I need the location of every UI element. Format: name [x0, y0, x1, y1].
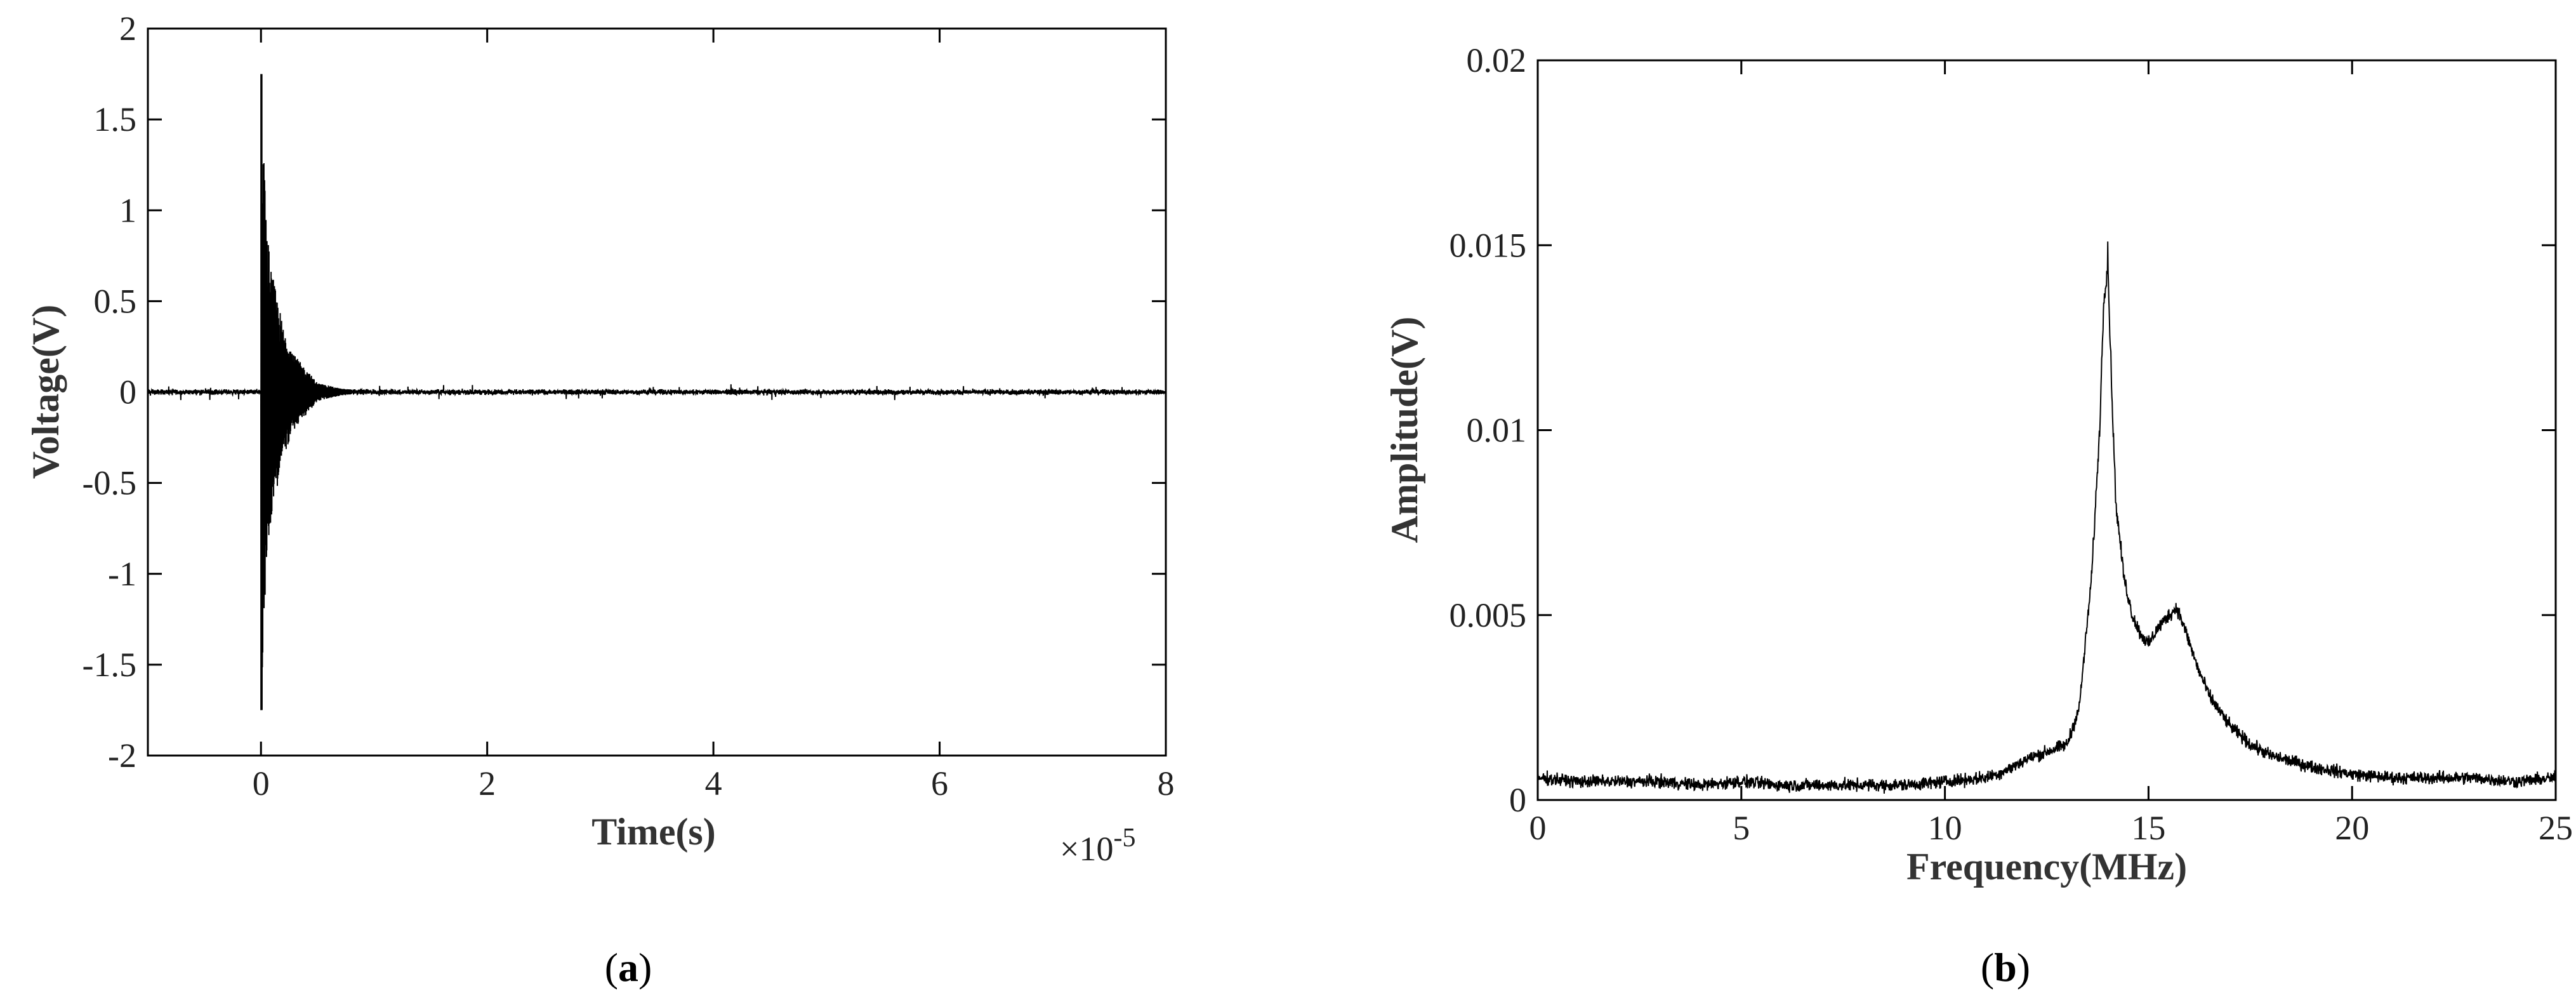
x-tick-label: 5: [1733, 809, 1750, 847]
chart-a-y-axis-label: Voltage(V): [25, 305, 67, 479]
chart-b-x-ticks: 0 5 10 15 20 25: [1529, 60, 2573, 847]
chart-a-series-line: [147, 74, 1166, 710]
chart-b-caption: (b): [1981, 945, 2030, 990]
caption-a-close: ): [638, 945, 652, 990]
chart-b-y-axis-label: Amplitude(V): [1384, 317, 1425, 543]
x-tick-label: 15: [2131, 809, 2165, 847]
chart-a-y-ticks: 2 1.5 1 0.5 0 -0.5 -1 -1.5 -2: [83, 10, 1166, 775]
chart-a: 2 1.5 1 0.5 0 -0.5 -1 -1.5 -2 0 2 4 6 8 Time(s) Volt…: [25, 10, 1175, 990]
y-tick-label: 0.02: [1467, 41, 1527, 79]
chart-b-x-axis-label: Frequency(MHz): [1906, 846, 2187, 888]
caption-b-close: ): [2017, 945, 2030, 990]
chart-b-y-ticks: 0.02 0.015 0.01 0.005 0: [1450, 41, 2556, 819]
x-tick-label: 0: [253, 764, 270, 803]
x-tick-label: 0: [1529, 809, 1547, 847]
y-tick-label: 0.005: [1450, 596, 1527, 634]
x-tick-label: 10: [1928, 809, 1962, 847]
x-tick-label: 4: [705, 764, 722, 803]
x-tick-label: 8: [1158, 764, 1175, 803]
chart-b-series-line: [1537, 241, 2556, 794]
y-tick-label: -1.5: [83, 646, 136, 684]
chart-a-x-exponent-base: ×10: [1060, 830, 1113, 868]
x-tick-label: 6: [931, 764, 948, 803]
caption-a-letter: a: [618, 945, 638, 990]
chart-b: 0.02 0.015 0.01 0.005 0 0 5 10 15 20 25 Frequency…: [1384, 41, 2573, 990]
y-tick-label: 1.5: [94, 100, 137, 138]
y-tick-label: -1: [108, 555, 136, 593]
y-tick-label: -0.5: [83, 464, 136, 502]
y-tick-label: 0.01: [1467, 411, 1527, 450]
chart-a-x-exponent: ×10-5: [1060, 823, 1135, 868]
chart-b-axes-box: [1536, 59, 2557, 801]
chart-a-x-exponent-power: -5: [1113, 823, 1135, 853]
x-tick-label: 2: [479, 764, 496, 803]
y-tick-label: 2: [119, 10, 136, 48]
chart-a-x-ticks: 0 2 4 6 8: [253, 29, 1175, 803]
chart-a-x-axis-label: Time(s): [591, 811, 716, 853]
chart-a-plot-area: [147, 74, 1166, 710]
x-tick-label: 25: [2539, 809, 2573, 847]
y-tick-label: -2: [108, 737, 136, 775]
x-tick-label: 20: [2335, 809, 2369, 847]
caption-b-letter: b: [1994, 945, 2017, 990]
caption-a-open: (: [605, 945, 618, 990]
chart-a-caption: (a): [605, 945, 652, 990]
y-tick-label: 0: [1509, 781, 1526, 819]
y-tick-label: 0: [119, 373, 136, 411]
y-tick-label: 0.015: [1450, 226, 1527, 264]
caption-b-open: (: [1981, 945, 1994, 990]
y-tick-label: 1: [119, 191, 136, 229]
y-tick-label: 0.5: [94, 282, 137, 320]
chart-b-plot-area: [1537, 241, 2556, 794]
